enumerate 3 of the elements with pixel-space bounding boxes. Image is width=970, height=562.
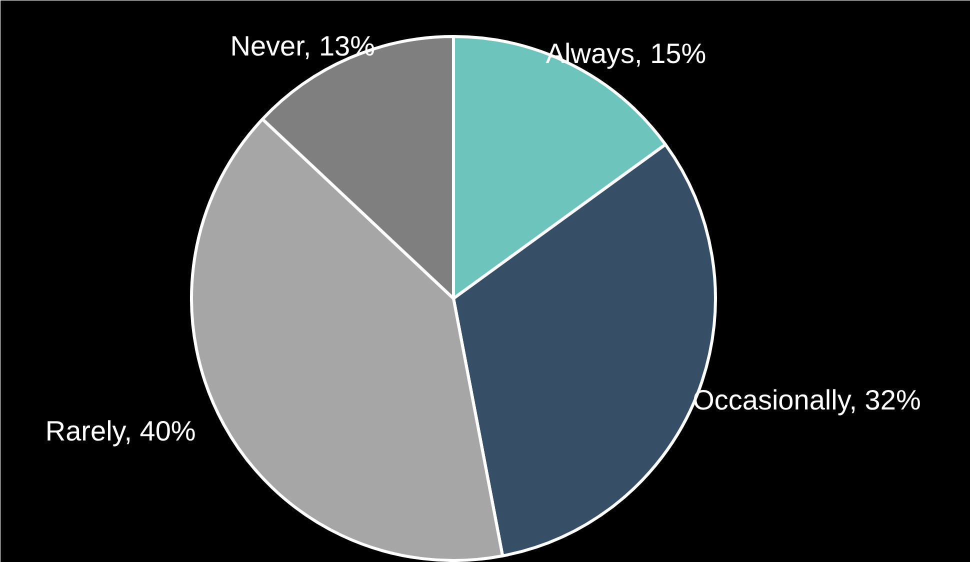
slice-label: Never, 13%: [230, 30, 375, 62]
slice-label: Occasionally, 32%: [692, 384, 921, 416]
slice-label: Rarely, 40%: [45, 416, 196, 447]
